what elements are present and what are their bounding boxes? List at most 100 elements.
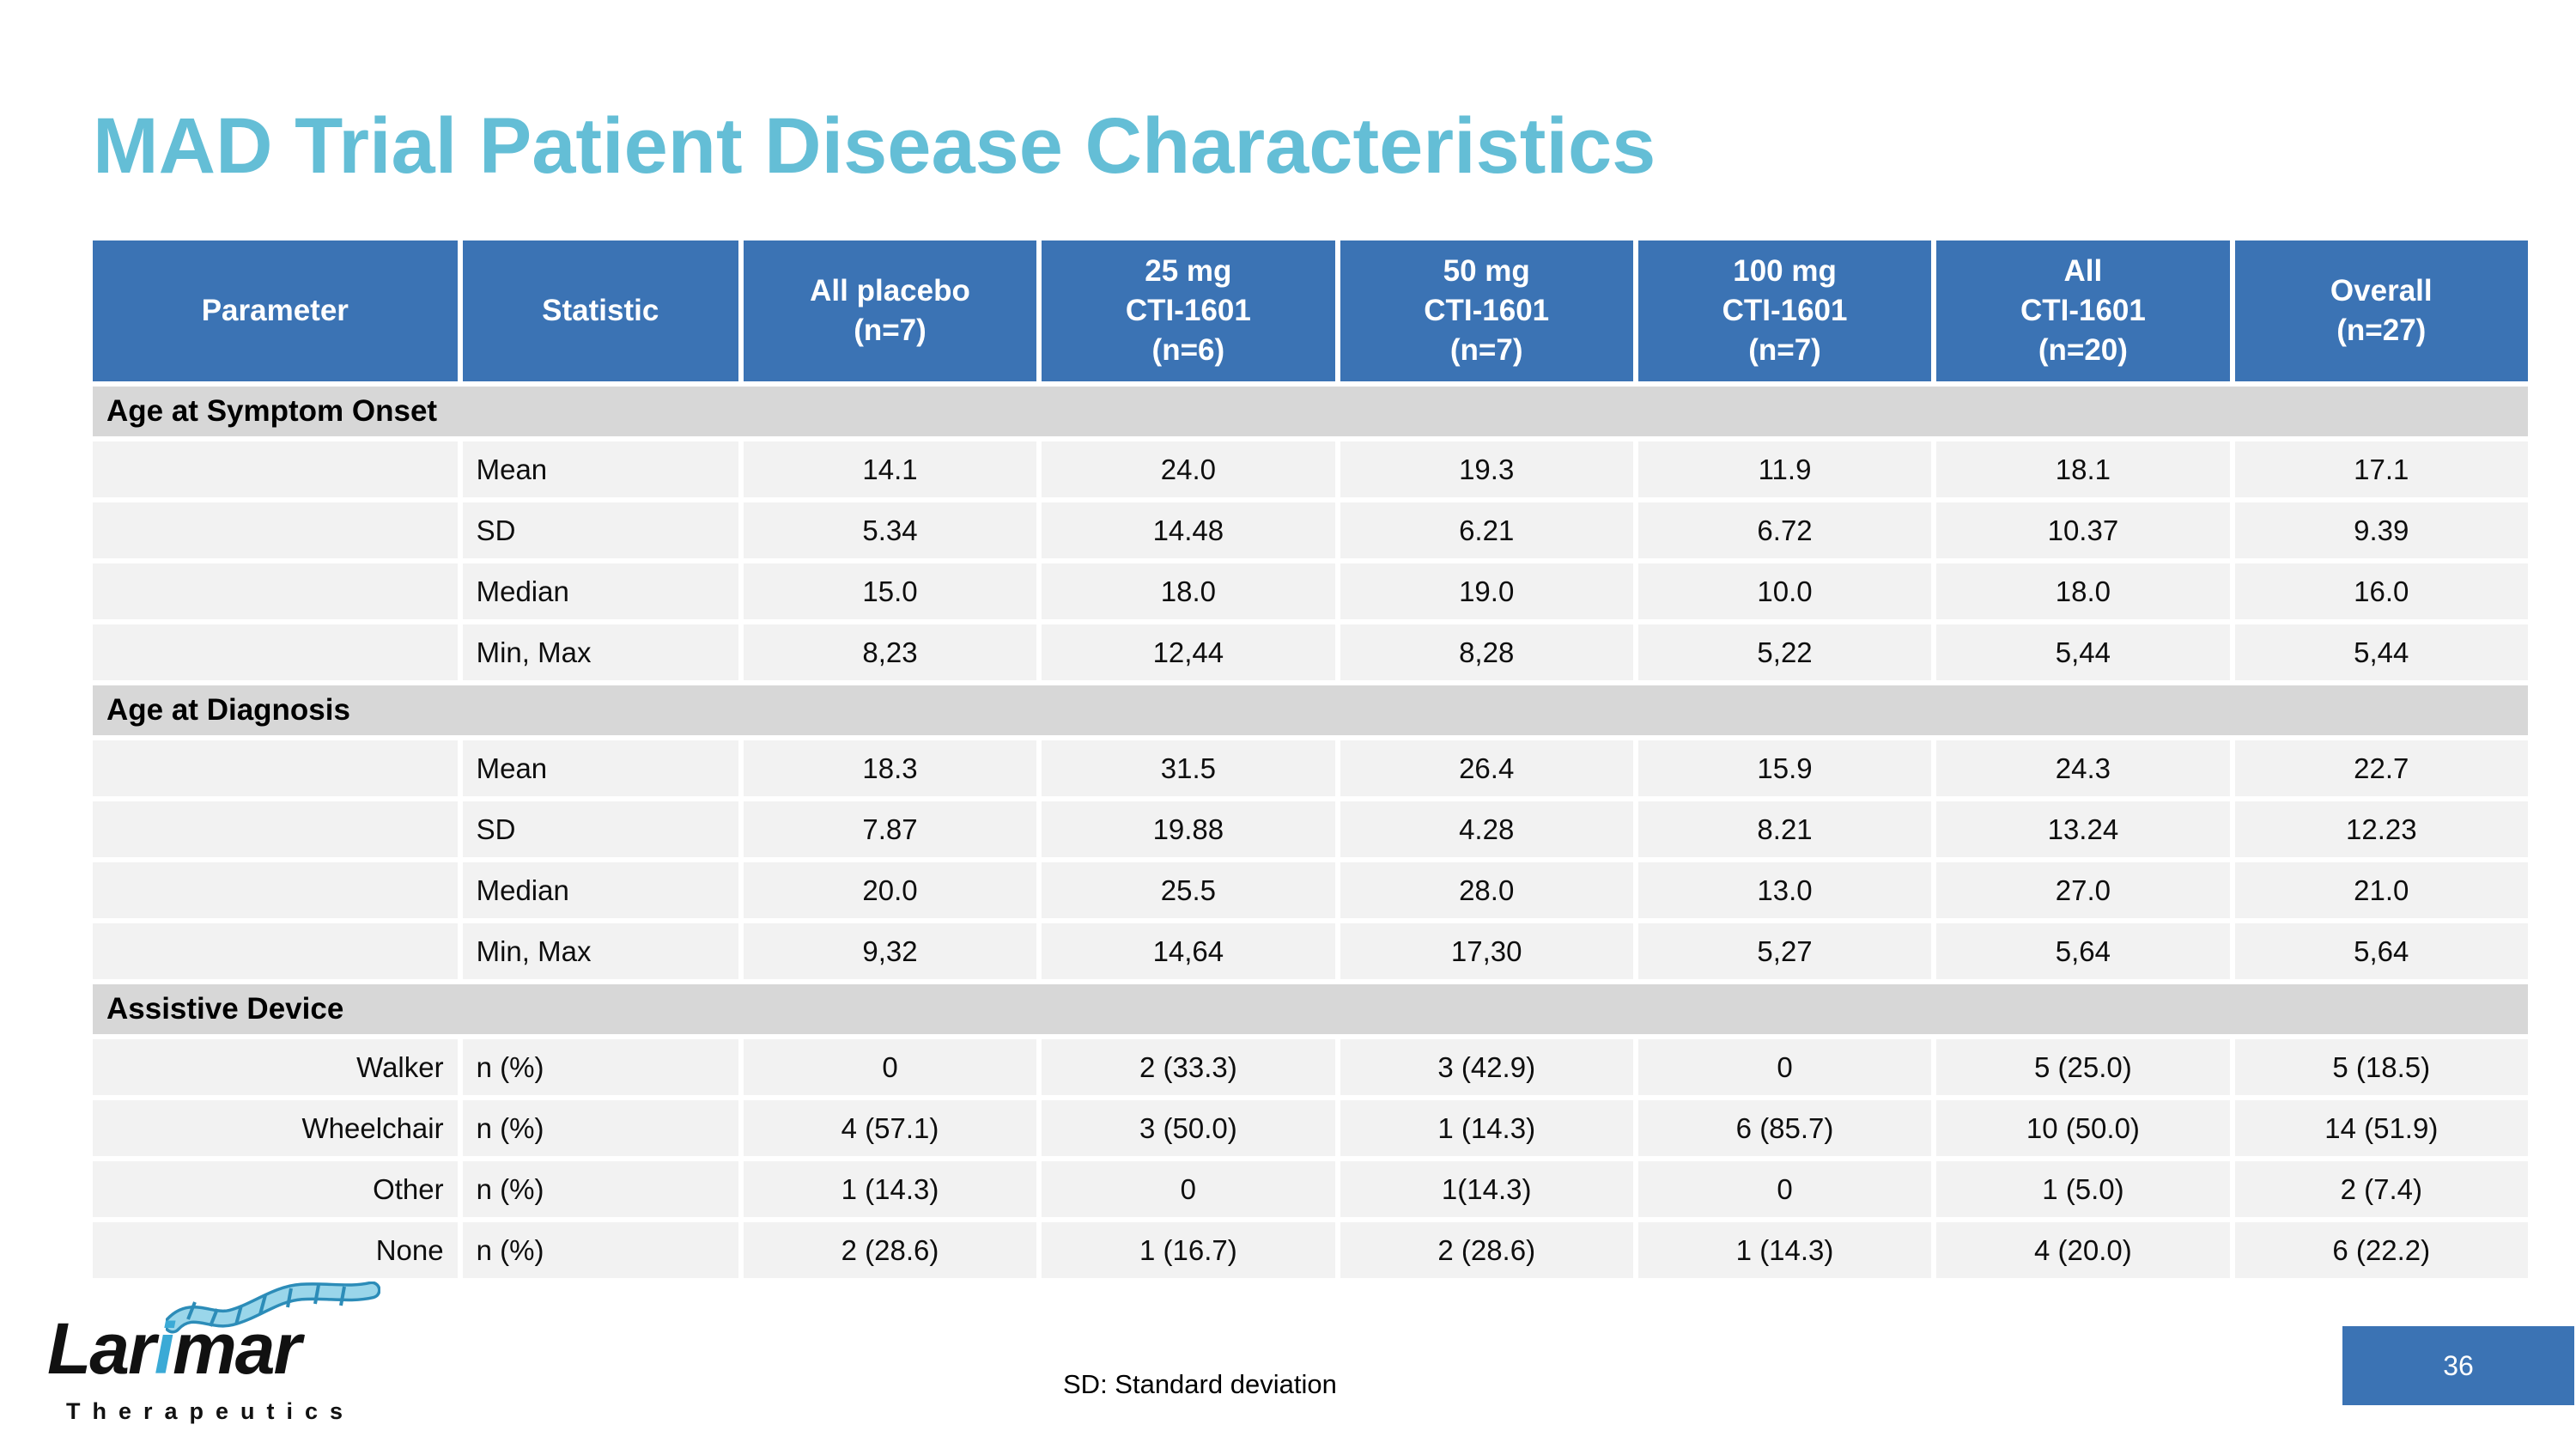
cell-parameter — [93, 441, 458, 497]
cell-statistic: Min, Max — [462, 624, 738, 680]
cell-value: 12,44 — [1042, 624, 1335, 680]
cell-statistic: n (%) — [462, 1161, 738, 1217]
column-header-all-cti: All CTI-1601 (n=20) — [1936, 240, 2230, 381]
cell-statistic: n (%) — [462, 1039, 738, 1095]
cell-value: 0 — [1637, 1161, 1932, 1217]
cell-parameter: Other — [93, 1161, 458, 1217]
cell-value: 6.72 — [1637, 502, 1932, 558]
column-header-overall: Overall (n=27) — [2234, 240, 2528, 381]
cell-value: 21.0 — [2234, 862, 2528, 918]
table-row: Mean 14.1 24.0 19.3 11.9 18.1 17.1 — [93, 441, 2528, 497]
cell-value: 14.48 — [1042, 502, 1335, 558]
helix-ribbon-icon — [166, 1282, 380, 1334]
cell-value: 1(14.3) — [1340, 1161, 1633, 1217]
cell-value: 6.21 — [1340, 502, 1633, 558]
cell-statistic: Mean — [462, 441, 738, 497]
cell-value: 22.7 — [2234, 740, 2528, 796]
cell-value: 1 (14.3) — [743, 1161, 1037, 1217]
cell-statistic: SD — [462, 801, 738, 857]
table-row: Median 20.0 25.5 28.0 13.0 27.0 21.0 — [93, 862, 2528, 918]
column-header-statistic: Statistic — [462, 240, 738, 381]
column-header-25mg: 25 mg CTI-1601 (n=6) — [1042, 240, 1335, 381]
cell-value: 26.4 — [1340, 740, 1633, 796]
table-row: SD 5.34 14.48 6.21 6.72 10.37 9.39 — [93, 502, 2528, 558]
cell-parameter — [93, 862, 458, 918]
cell-value: 5,64 — [1936, 923, 2230, 979]
cell-value: 25.5 — [1042, 862, 1335, 918]
page-number-box: 36 — [2342, 1326, 2574, 1405]
table-row: None n (%) 2 (28.6) 1 (16.7) 2 (28.6) 1 … — [93, 1222, 2528, 1278]
cell-value: 8,28 — [1340, 624, 1633, 680]
patient-characteristics-table: Parameter Statistic All placebo (n=7) 25… — [88, 235, 2533, 1283]
section-row-symptom-onset: Age at Symptom Onset — [93, 387, 2528, 436]
cell-value: 13.24 — [1936, 801, 2230, 857]
cell-value: 20.0 — [743, 862, 1037, 918]
cell-value: 2 (28.6) — [743, 1222, 1037, 1278]
cell-value: 1 (14.3) — [1340, 1100, 1633, 1156]
section-label: Age at Symptom Onset — [93, 387, 2528, 436]
cell-value: 0 — [743, 1039, 1037, 1095]
cell-value: 5.34 — [743, 502, 1037, 558]
cell-parameter — [93, 563, 458, 619]
table-row: Walker n (%) 0 2 (33.3) 3 (42.9) 0 5 (25… — [93, 1039, 2528, 1095]
table-row: Wheelchair n (%) 4 (57.1) 3 (50.0) 1 (14… — [93, 1100, 2528, 1156]
cell-value: 1 (14.3) — [1637, 1222, 1932, 1278]
section-row-diagnosis: Age at Diagnosis — [93, 685, 2528, 735]
cell-value: 14.1 — [743, 441, 1037, 497]
cell-parameter: None — [93, 1222, 458, 1278]
cell-value: 2 (33.3) — [1042, 1039, 1335, 1095]
column-header-50mg: 50 mg CTI-1601 (n=7) — [1340, 240, 1633, 381]
column-header-100mg: 100 mg CTI-1601 (n=7) — [1637, 240, 1932, 381]
page-number: 36 — [2443, 1349, 2474, 1381]
cell-value: 6 (22.2) — [2234, 1222, 2528, 1278]
cell-value: 14 (51.9) — [2234, 1100, 2528, 1156]
cell-statistic: n (%) — [462, 1100, 738, 1156]
column-header-parameter: Parameter — [93, 240, 458, 381]
cell-value: 0 — [1042, 1161, 1335, 1217]
cell-statistic: Mean — [462, 740, 738, 796]
cell-value: 4.28 — [1340, 801, 1633, 857]
cell-value: 5,64 — [2234, 923, 2528, 979]
cell-value: 19.88 — [1042, 801, 1335, 857]
logo-subtitle: Therapeutics — [66, 1398, 355, 1424]
cell-value: 19.3 — [1340, 441, 1633, 497]
cell-value: 11.9 — [1637, 441, 1932, 497]
cell-value: 12.23 — [2234, 801, 2528, 857]
cell-value: 4 (57.1) — [743, 1100, 1037, 1156]
cell-parameter — [93, 740, 458, 796]
cell-value: 8.21 — [1637, 801, 1932, 857]
cell-value: 27.0 — [1936, 862, 2230, 918]
cell-value: 2 (7.4) — [2234, 1161, 2528, 1217]
cell-value: 15.0 — [743, 563, 1037, 619]
cell-value: 19.0 — [1340, 563, 1633, 619]
cell-parameter — [93, 624, 458, 680]
cell-value: 5,44 — [1936, 624, 2230, 680]
cell-parameter — [93, 801, 458, 857]
section-label: Assistive Device — [93, 984, 2528, 1034]
cell-value: 2 (28.6) — [1340, 1222, 1633, 1278]
table-row: SD 7.87 19.88 4.28 8.21 13.24 12.23 — [93, 801, 2528, 857]
cell-value: 18.1 — [1936, 441, 2230, 497]
cell-value: 14,64 — [1042, 923, 1335, 979]
column-header-all-placebo: All placebo (n=7) — [743, 240, 1037, 381]
cell-value: 18.0 — [1936, 563, 2230, 619]
cell-value: 5,27 — [1637, 923, 1932, 979]
cell-value: 17.1 — [2234, 441, 2528, 497]
cell-value: 5 (18.5) — [2234, 1039, 2528, 1095]
cell-value: 15.9 — [1637, 740, 1932, 796]
table-row: Other n (%) 1 (14.3) 0 1(14.3) 0 1 (5.0)… — [93, 1161, 2528, 1217]
cell-value: 4 (20.0) — [1936, 1222, 2230, 1278]
cell-statistic: SD — [462, 502, 738, 558]
cell-value: 16.0 — [2234, 563, 2528, 619]
cell-statistic: Median — [462, 862, 738, 918]
cell-value: 1 (5.0) — [1936, 1161, 2230, 1217]
cell-parameter — [93, 923, 458, 979]
footnote: SD: Standard deviation — [1063, 1369, 1337, 1399]
cell-value: 24.3 — [1936, 740, 2230, 796]
cell-value: 28.0 — [1340, 862, 1633, 918]
section-row-assistive-device: Assistive Device — [93, 984, 2528, 1034]
cell-value: 0 — [1637, 1039, 1932, 1095]
section-label: Age at Diagnosis — [93, 685, 2528, 735]
table-row: Mean 18.3 31.5 26.4 15.9 24.3 22.7 — [93, 740, 2528, 796]
cell-statistic: Min, Max — [462, 923, 738, 979]
